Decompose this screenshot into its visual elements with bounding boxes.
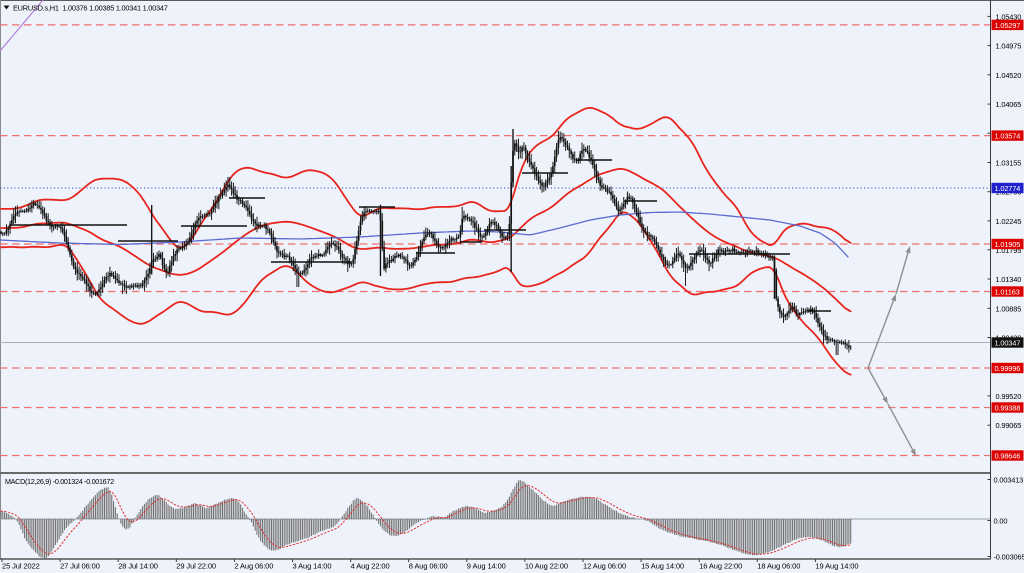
svg-text:-0.003065: -0.003065 — [994, 553, 1024, 562]
svg-text:10 Aug 22:00: 10 Aug 22:00 — [525, 562, 568, 571]
svg-text:1.04520: 1.04520 — [996, 71, 1022, 80]
svg-text:0.99520: 0.99520 — [996, 392, 1022, 401]
svg-text:EURUSD.s,H1 1.00376 1.00385 1: EURUSD.s,H1 1.00376 1.00385 1.00341 1.00… — [13, 4, 168, 13]
svg-text:2 Aug 06:00: 2 Aug 06:00 — [234, 562, 273, 571]
svg-text:3 Aug 14:00: 3 Aug 14:00 — [293, 562, 332, 571]
svg-text:1.01905: 1.01905 — [995, 240, 1021, 249]
svg-text:1.02245: 1.02245 — [996, 217, 1022, 226]
svg-text:18 Aug 06:00: 18 Aug 06:00 — [757, 562, 800, 571]
svg-text:MACD(12,26,9) -0.001324 -0.001: MACD(12,26,9) -0.001324 -0.001672 — [5, 477, 114, 486]
svg-text:4 Aug 22:00: 4 Aug 22:00 — [351, 562, 390, 571]
svg-text:15 Aug 14:00: 15 Aug 14:00 — [641, 562, 684, 571]
svg-text:29 Jul 22:00: 29 Jul 22:00 — [176, 562, 216, 571]
svg-text:1.02774: 1.02774 — [995, 184, 1021, 193]
svg-text:0.99996: 0.99996 — [995, 364, 1021, 373]
svg-text:8 Aug 06:00: 8 Aug 06:00 — [409, 562, 448, 571]
svg-text:25 Jul 2022: 25 Jul 2022 — [2, 562, 40, 571]
svg-text:19 Aug 14:00: 19 Aug 14:00 — [815, 562, 858, 571]
svg-text:1.05297: 1.05297 — [995, 21, 1021, 30]
svg-text:1.01163: 1.01163 — [995, 288, 1020, 297]
svg-text:1.00347: 1.00347 — [995, 339, 1021, 348]
svg-text:0.98646: 0.98646 — [995, 452, 1021, 461]
svg-text:0.99388: 0.99388 — [995, 404, 1021, 413]
svg-text:1.01340: 1.01340 — [996, 275, 1022, 284]
svg-text:1.04975: 1.04975 — [996, 42, 1022, 51]
svg-text:1.04065: 1.04065 — [996, 100, 1022, 109]
svg-text:1.03155: 1.03155 — [996, 159, 1022, 168]
svg-text:0.00: 0.00 — [994, 517, 1008, 526]
svg-text:9 Aug 14:00: 9 Aug 14:00 — [467, 562, 506, 571]
svg-text:1.03574: 1.03574 — [995, 132, 1021, 141]
svg-text:1.05430: 1.05430 — [996, 12, 1022, 21]
svg-text:28 Jul 14:00: 28 Jul 14:00 — [118, 562, 158, 571]
svg-text:12 Aug 06:00: 12 Aug 06:00 — [583, 562, 626, 571]
svg-text:27 Jul 06:00: 27 Jul 06:00 — [60, 562, 100, 571]
svg-text:16 Aug 22:00: 16 Aug 22:00 — [699, 562, 742, 571]
svg-text:1.01795: 1.01795 — [996, 246, 1022, 255]
svg-text:0.003413: 0.003413 — [994, 476, 1024, 485]
svg-text:0.99065: 0.99065 — [996, 421, 1022, 430]
svg-text:1.00885: 1.00885 — [996, 304, 1022, 313]
